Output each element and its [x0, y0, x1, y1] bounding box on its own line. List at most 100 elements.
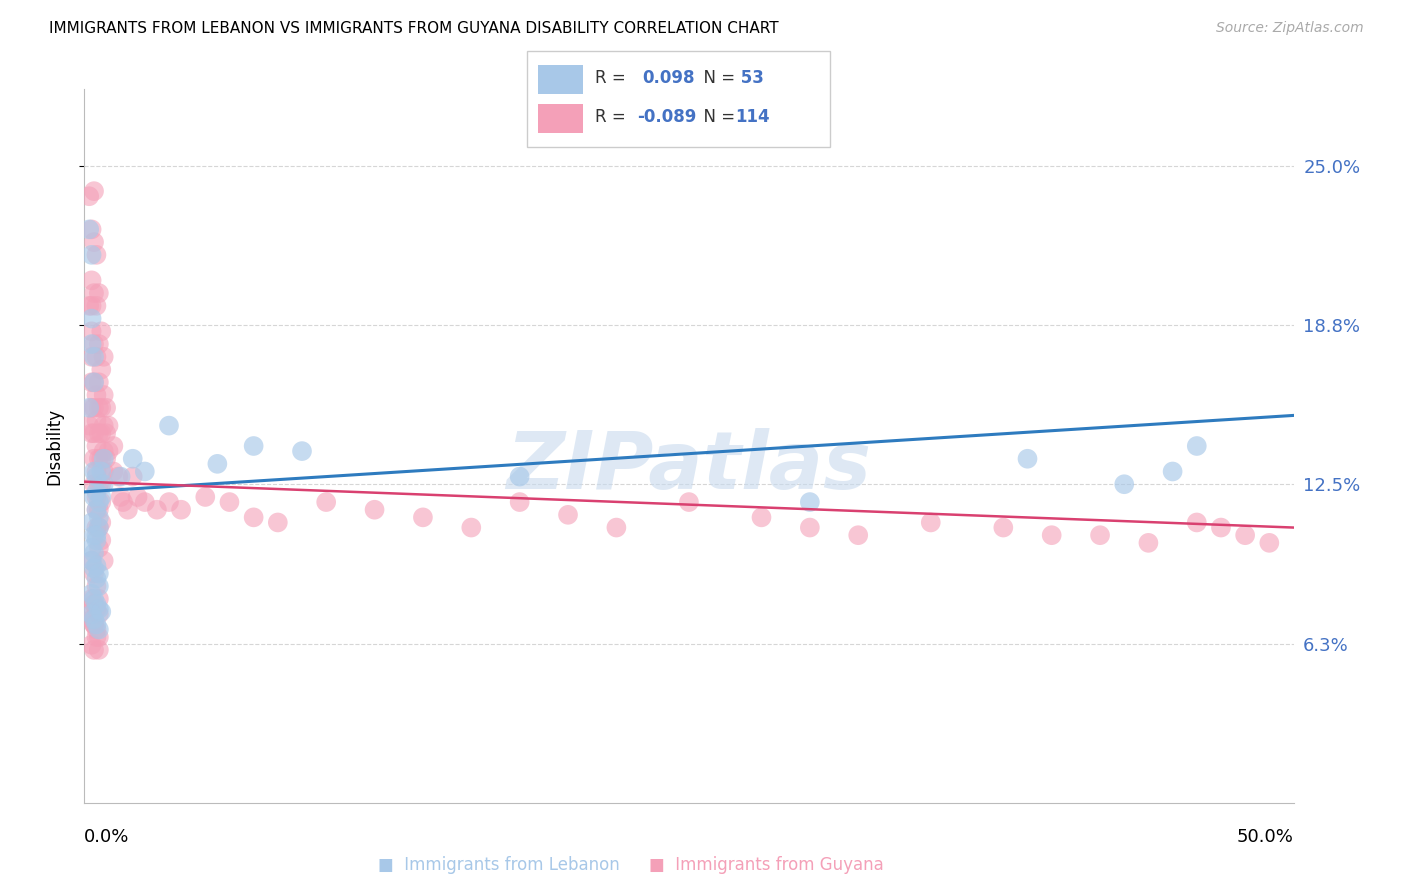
Point: [83, 451, 105, 466]
Point: [134, 465, 156, 479]
Point: [86, 623, 108, 637]
Point: [509, 469, 531, 483]
Point: [86, 572, 108, 586]
Point: [86, 617, 108, 632]
Point: [80, 324, 103, 338]
Point: [80, 337, 103, 351]
Point: [93, 444, 115, 458]
Point: [83, 235, 105, 249]
Point: [799, 495, 821, 509]
Point: [460, 520, 482, 534]
Point: [94, 401, 117, 415]
Point: [83, 643, 105, 657]
Text: N =: N =: [693, 108, 741, 126]
Point: [87, 286, 110, 301]
Point: [86, 533, 108, 548]
Point: [86, 248, 108, 262]
Point: [134, 495, 156, 509]
Point: [86, 490, 108, 504]
Point: [605, 520, 627, 534]
Point: [80, 587, 103, 601]
Point: [80, 612, 103, 626]
Point: [267, 516, 290, 530]
Point: [83, 401, 105, 415]
Point: [86, 597, 108, 611]
Point: [83, 528, 105, 542]
Point: [93, 451, 115, 466]
Point: [83, 376, 105, 390]
Point: [97, 444, 120, 458]
Point: [87, 591, 110, 606]
Point: [90, 533, 112, 548]
Point: [77, 299, 100, 313]
Point: [83, 465, 105, 479]
Point: [90, 465, 112, 479]
Point: [87, 477, 110, 491]
Point: [80, 541, 103, 555]
Point: [77, 401, 100, 415]
Point: [170, 502, 193, 516]
Point: [83, 591, 105, 606]
Text: Source: ZipAtlas.com: Source: ZipAtlas.com: [1216, 21, 1364, 35]
Point: [107, 469, 129, 483]
Point: [87, 520, 110, 534]
Point: [83, 337, 105, 351]
Point: [80, 607, 103, 622]
Point: [83, 617, 105, 632]
Point: [80, 605, 103, 619]
Point: [80, 350, 103, 364]
Point: [1161, 465, 1184, 479]
Point: [94, 426, 117, 441]
Point: [90, 516, 112, 530]
Point: [83, 350, 105, 364]
Point: [86, 502, 108, 516]
Point: [87, 643, 110, 657]
Text: 50.0%: 50.0%: [1237, 828, 1294, 846]
Point: [87, 623, 110, 637]
Point: [86, 558, 108, 573]
Point: [146, 502, 169, 516]
Point: [83, 376, 105, 390]
Point: [86, 465, 108, 479]
Point: [83, 477, 105, 491]
Point: [846, 528, 869, 542]
Point: [83, 490, 105, 504]
Point: [87, 630, 110, 644]
Point: [127, 490, 149, 504]
Point: [97, 418, 120, 433]
Point: [678, 495, 700, 509]
Point: [799, 520, 821, 534]
Point: [87, 495, 110, 509]
Point: [509, 495, 531, 509]
Point: [80, 311, 103, 326]
Point: [121, 451, 143, 466]
Point: [87, 579, 110, 593]
Point: [1234, 528, 1257, 542]
Point: [87, 451, 110, 466]
Point: [80, 516, 103, 530]
Point: [80, 638, 103, 652]
Point: [315, 495, 337, 509]
Text: 0.098: 0.098: [643, 69, 695, 87]
Point: [80, 426, 103, 441]
Point: [87, 607, 110, 622]
Point: [103, 465, 125, 479]
Point: [103, 439, 125, 453]
Point: [90, 401, 112, 415]
Point: [86, 602, 108, 616]
Point: [86, 469, 108, 483]
Point: [291, 444, 314, 458]
Point: [90, 451, 112, 466]
Point: [93, 465, 115, 479]
Point: [1209, 520, 1232, 534]
Point: [86, 630, 108, 644]
Text: 0.0%: 0.0%: [84, 828, 129, 846]
Point: [1137, 536, 1160, 550]
Point: [90, 490, 112, 504]
Point: [80, 248, 103, 262]
Point: [87, 401, 110, 415]
Point: [87, 566, 110, 581]
Point: [87, 337, 110, 351]
Point: [83, 546, 105, 560]
Point: [86, 520, 108, 534]
